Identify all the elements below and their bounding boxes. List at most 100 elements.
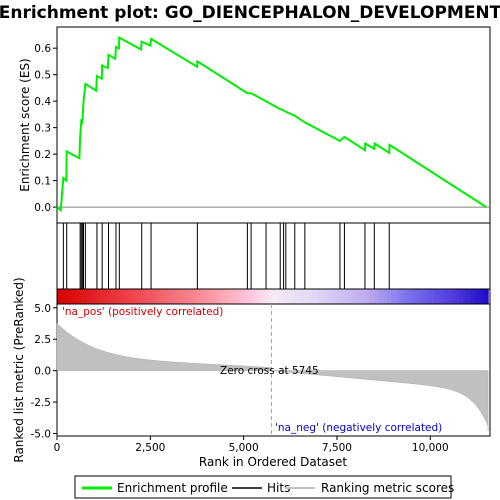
x-tick-label: 0 [54,442,61,454]
rank-color-cell [107,289,112,304]
rank-color-cell [207,289,213,304]
es-y-tick-label: 0.0 [34,202,51,214]
hit-markers [62,223,390,289]
rank-color-cell [261,289,266,304]
rank-color-cell [251,289,256,304]
rank-color-cell [459,289,464,304]
rank-color-cell [225,289,231,304]
rank-color-cell [286,289,292,304]
rank-color-cell [57,289,62,304]
rank-color-cell [143,289,148,304]
rank-color-cell [326,289,331,304]
rank-color-cell [179,289,184,304]
rank-color-cell [470,289,475,304]
rank-color-cell [272,289,277,304]
x-axis-title: Rank in Ordered Dataset [199,455,347,469]
rank-color-cell [175,289,180,304]
rank-color-cell [204,289,209,304]
rank-color-cell [315,289,320,304]
rank-color-cell [279,289,284,304]
rank-color-cell [387,289,392,304]
rank-color-cell [211,289,216,304]
rank-color-cell [348,289,353,304]
es-y-tick-label: 0.3 [34,123,51,135]
rank-color-cell [78,289,83,304]
chart-title: Enrichment plot: GO_DIENCEPHALON_DEVELOP… [0,3,500,23]
rank-color-cell [171,289,177,304]
rank-color-cell [197,289,202,304]
metric-y-tick-label: -5.0 [31,428,52,440]
rank-color-cell [466,289,471,304]
rank-color-cell [419,289,425,304]
hits-panel-frame [56,222,491,290]
rank-color-cell [445,289,450,304]
rank-color-cell [247,289,252,304]
legend-enrichment-label: Enrichment profile [117,481,228,495]
rank-color-cell [358,289,363,304]
rank-color-cell [376,289,381,304]
rank-color-cell [64,289,69,304]
rank-color-cell [362,289,367,304]
metric-y-tick-label: 0.0 [34,366,51,378]
rank-color-cell [89,289,94,304]
rank-color-cell [430,289,435,304]
rank-color-cell [473,289,478,304]
rank-color-cell [139,289,144,304]
rank-color-cell [290,289,295,304]
x-tick-label: 7,500 [322,442,352,454]
rank-color-cell [477,289,482,304]
rank-color-cell [100,289,105,304]
rank-color-cell [146,289,152,304]
rank-color-cell [222,289,227,304]
rank-color-cell [455,289,460,304]
x-axis-ticks: 0 2,500 5,000 7,500 10,000 [54,436,449,454]
legend-hits-label: Hits [267,481,290,495]
rank-color-cell [121,289,126,304]
rank-color-cell [301,289,306,304]
rank-color-cell [405,289,410,304]
rank-color-cell [200,289,205,304]
rank-color-cell [128,289,134,304]
rank-color-cell [236,289,241,304]
rank-color-cell [265,289,270,304]
rank-color-cell [168,289,173,304]
es-y-axis-title: Enrichment score (ES) [18,58,32,191]
x-tick-label: 2,500 [135,442,165,454]
rank-color-cell [452,289,457,304]
rank-color-cell [136,289,141,304]
rank-color-cell [233,289,238,304]
es-y-axis-ticks: 0.0 0.1 0.2 0.3 0.4 0.5 0.6 [34,43,57,214]
rank-color-cell [154,289,159,304]
rank-color-cell [441,289,446,304]
rank-color-cell [240,289,245,304]
rank-color-cell [186,289,191,304]
rank-color-cell [254,289,259,304]
rank-color-cell [71,289,76,304]
rank-color-cell [369,289,374,304]
rank-color-cell [437,289,443,304]
rank-color-cell [333,289,338,304]
rank-color-cell [215,289,220,304]
rank-color-cell [243,289,249,304]
rank-color-cell [337,289,342,304]
rank-color-cell [344,289,349,304]
rank-color-cell [297,289,302,304]
rank-color-cell [383,289,389,304]
rank-color-cell [462,289,468,304]
rank-color-cell [67,289,72,304]
enrichment-profile-line [56,35,487,213]
rank-color-cell [365,289,371,304]
es-y-tick-label: 0.6 [34,43,51,55]
rank-color-cell [394,289,399,304]
es-y-tick-label: 0.2 [34,149,51,161]
rank-color-cell [423,289,428,304]
x-tick-label: 10,000 [412,442,449,454]
rank-color-cell [218,289,223,304]
metric-y-tick-label: -2.5 [31,397,52,409]
rank-color-cell [380,289,385,304]
rank-color-cell [276,289,281,304]
rank-color-cell [96,289,101,304]
rank-color-cell [114,289,119,304]
